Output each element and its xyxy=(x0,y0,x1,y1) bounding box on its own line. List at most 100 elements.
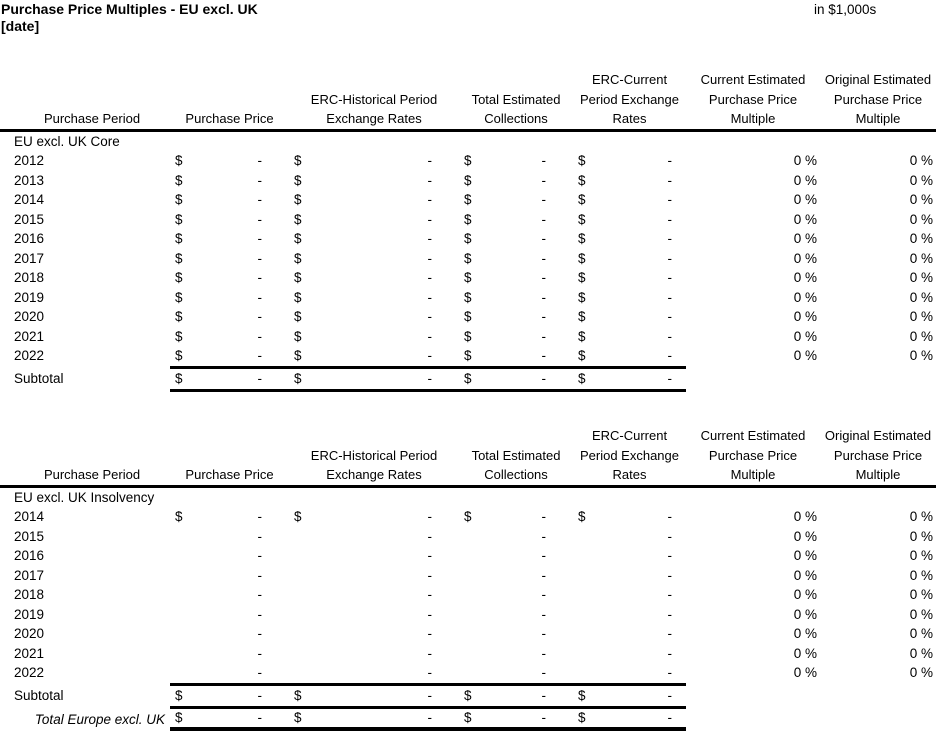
column-header-line: Current Estimated xyxy=(700,72,806,87)
amount-value: - xyxy=(427,509,433,525)
amount-cell: $ - xyxy=(573,288,686,308)
original-multiple-cell: 0 % xyxy=(909,665,933,681)
amount-cell: $ - xyxy=(170,210,289,230)
amount-cell: - xyxy=(573,644,686,664)
amount-cell: - xyxy=(459,546,573,566)
amount-value: - xyxy=(667,587,673,603)
current-multiple-cell: 0 % xyxy=(793,231,817,247)
column-header: Purchase Period xyxy=(14,109,170,129)
amount-cells: $ - $ - $ - $ - xyxy=(170,249,686,269)
amount-cell: $ - xyxy=(170,346,289,366)
amount-cell: $ - xyxy=(170,307,289,327)
amount-cell: $ - xyxy=(170,327,289,347)
amount-cells: $ - $ - $ - $ - xyxy=(170,190,686,210)
amount-value: - xyxy=(667,645,673,661)
amount-value: - xyxy=(667,270,673,286)
current-multiple-cell: 0 % xyxy=(793,528,817,544)
amount-cell: $ - xyxy=(573,369,686,389)
amount-value: - xyxy=(257,211,263,227)
column-header-line: ERC-Historical Period xyxy=(310,91,438,107)
amount-cell: $ - xyxy=(459,171,573,191)
period-cell: 2019 xyxy=(14,289,45,305)
currency-symbol: $ xyxy=(578,250,586,266)
period-cell: 2015 xyxy=(14,528,45,544)
amount-value: - xyxy=(257,626,263,642)
amount-cell: $ - xyxy=(289,210,459,230)
currency-symbol: $ xyxy=(578,309,586,325)
amount-value: - xyxy=(667,211,673,227)
currency-symbol: $ xyxy=(578,192,586,208)
amount-value: - xyxy=(541,309,547,325)
table-insolvency-header: Purchase Period Purchase Price ERC-Histori… xyxy=(0,426,936,488)
currency-symbol: $ xyxy=(294,309,302,325)
amount-value: - xyxy=(427,328,433,344)
amount-cells: $ - $ - $ - $ - xyxy=(170,507,686,527)
amount-value: - xyxy=(427,270,433,286)
column-header: Total Estimated Collections xyxy=(459,446,573,485)
amount-value: - xyxy=(541,567,547,583)
amount-value: - xyxy=(667,665,673,681)
currency-symbol: $ xyxy=(464,328,472,344)
amount-value: - xyxy=(667,309,673,325)
amount-cell: $ - xyxy=(459,686,573,706)
amount-value: - xyxy=(541,688,547,703)
amount-value: - xyxy=(541,528,547,544)
amount-value: - xyxy=(667,231,673,247)
amount-cell: $ - xyxy=(573,190,686,210)
amount-cell: $ - xyxy=(573,229,686,249)
period-cell: 2016 xyxy=(14,548,45,564)
amount-cell: $ - xyxy=(289,507,459,527)
amount-value: - xyxy=(667,250,673,266)
amount-cells: $ - $ - $ - $ - xyxy=(170,307,686,327)
period-cell: 2022 xyxy=(14,348,45,364)
table-row: 2018 $ - $ - $ - $ -0 % 0 % xyxy=(0,268,936,288)
amount-value: - xyxy=(427,153,433,169)
currency-symbol: $ xyxy=(578,231,586,247)
amount-value: - xyxy=(257,587,263,603)
amount-value: - xyxy=(427,348,433,364)
current-multiple-cell: 0 % xyxy=(793,509,817,525)
amount-value: - xyxy=(667,371,673,386)
amount-cells: $ - $ - $ - $ - xyxy=(170,682,686,709)
period-cell: 2020 xyxy=(14,309,45,325)
current-multiple-cell: 0 % xyxy=(793,270,817,286)
amount-cell: - xyxy=(170,546,289,566)
amount-value: - xyxy=(427,371,433,386)
amount-cell: - xyxy=(289,546,459,566)
amount-cell: $ - xyxy=(289,151,459,171)
currency-symbol: $ xyxy=(294,172,302,188)
amount-cell: - xyxy=(170,527,289,547)
period-cell: 2018 xyxy=(14,587,45,603)
currency-symbol: $ xyxy=(464,153,472,169)
column-header-line: Rates xyxy=(612,467,647,482)
currency-symbol: $ xyxy=(578,153,586,169)
amount-cell: $ - xyxy=(459,268,573,288)
amount-cell: $ - xyxy=(170,709,289,727)
amount-cell: $ - xyxy=(459,210,573,230)
column-header-line: Multiple xyxy=(855,111,901,126)
amount-cell: - xyxy=(459,663,573,683)
column-header-line: Multiple xyxy=(730,111,776,126)
amount-cell: $ - xyxy=(573,327,686,347)
amount-value: - xyxy=(667,606,673,622)
currency-symbol: $ xyxy=(175,371,183,386)
amount-cell: $ - xyxy=(459,288,573,308)
table-row: 2014 $ - $ - $ - $ -0 % 0 % xyxy=(0,507,936,527)
amount-cell: - xyxy=(170,566,289,586)
column-header-line: Purchase Price xyxy=(708,91,798,107)
currency-symbol: $ xyxy=(175,231,183,247)
currency-symbol: $ xyxy=(294,231,302,247)
amount-cells: $ - $ - $ - $ - xyxy=(170,288,686,308)
amount-value: - xyxy=(667,710,673,725)
amount-value: - xyxy=(541,606,547,622)
current-multiple-cell: 0 % xyxy=(793,328,817,344)
currency-symbol: $ xyxy=(294,192,302,208)
column-header: Total Estimated Collections xyxy=(459,90,573,129)
amount-value: - xyxy=(257,289,263,305)
original-multiple-cell: 0 % xyxy=(909,645,933,661)
period-cell: 2021 xyxy=(14,328,45,344)
currency-symbol: $ xyxy=(175,348,183,364)
column-header-line: Purchase Period xyxy=(43,467,141,482)
period-cell: 2015 xyxy=(14,211,45,227)
